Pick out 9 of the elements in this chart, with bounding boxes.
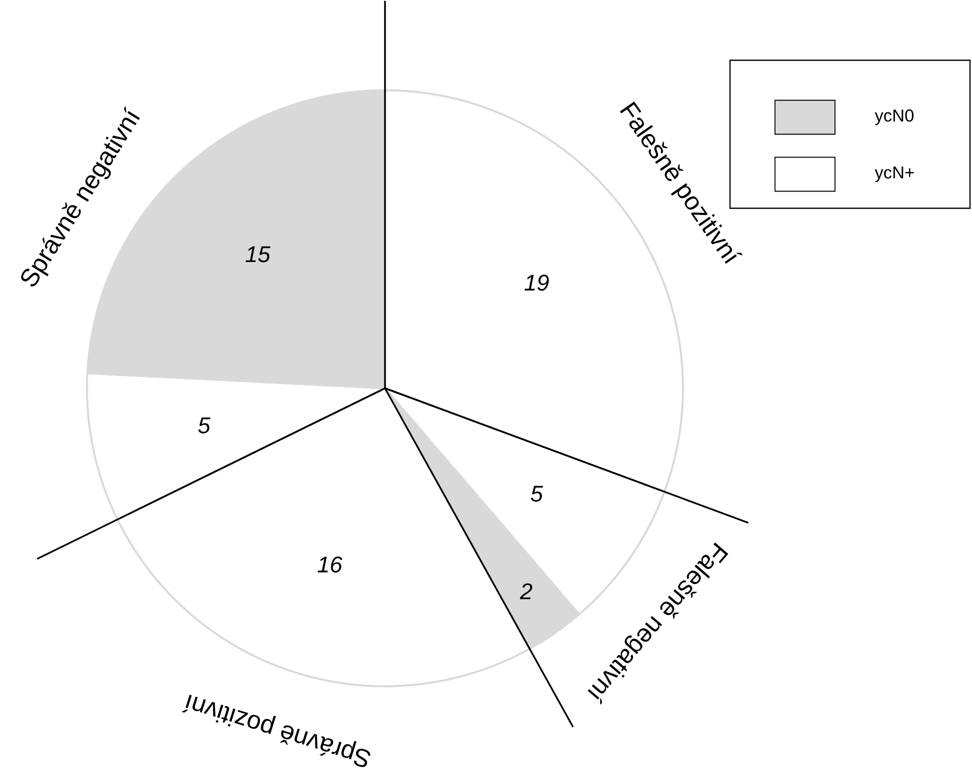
data-label: 16 (318, 556, 342, 572)
data-label: 15 (246, 246, 270, 262)
data-label: 5 (530, 486, 544, 502)
text: ycN+ (874, 166, 914, 182)
data-label: 2 (520, 583, 532, 600)
data-label: 19 (524, 274, 549, 291)
text: Správně pozitivní (182, 694, 370, 767)
text: ycN0 (874, 109, 914, 125)
data-label: 5 (198, 417, 210, 434)
